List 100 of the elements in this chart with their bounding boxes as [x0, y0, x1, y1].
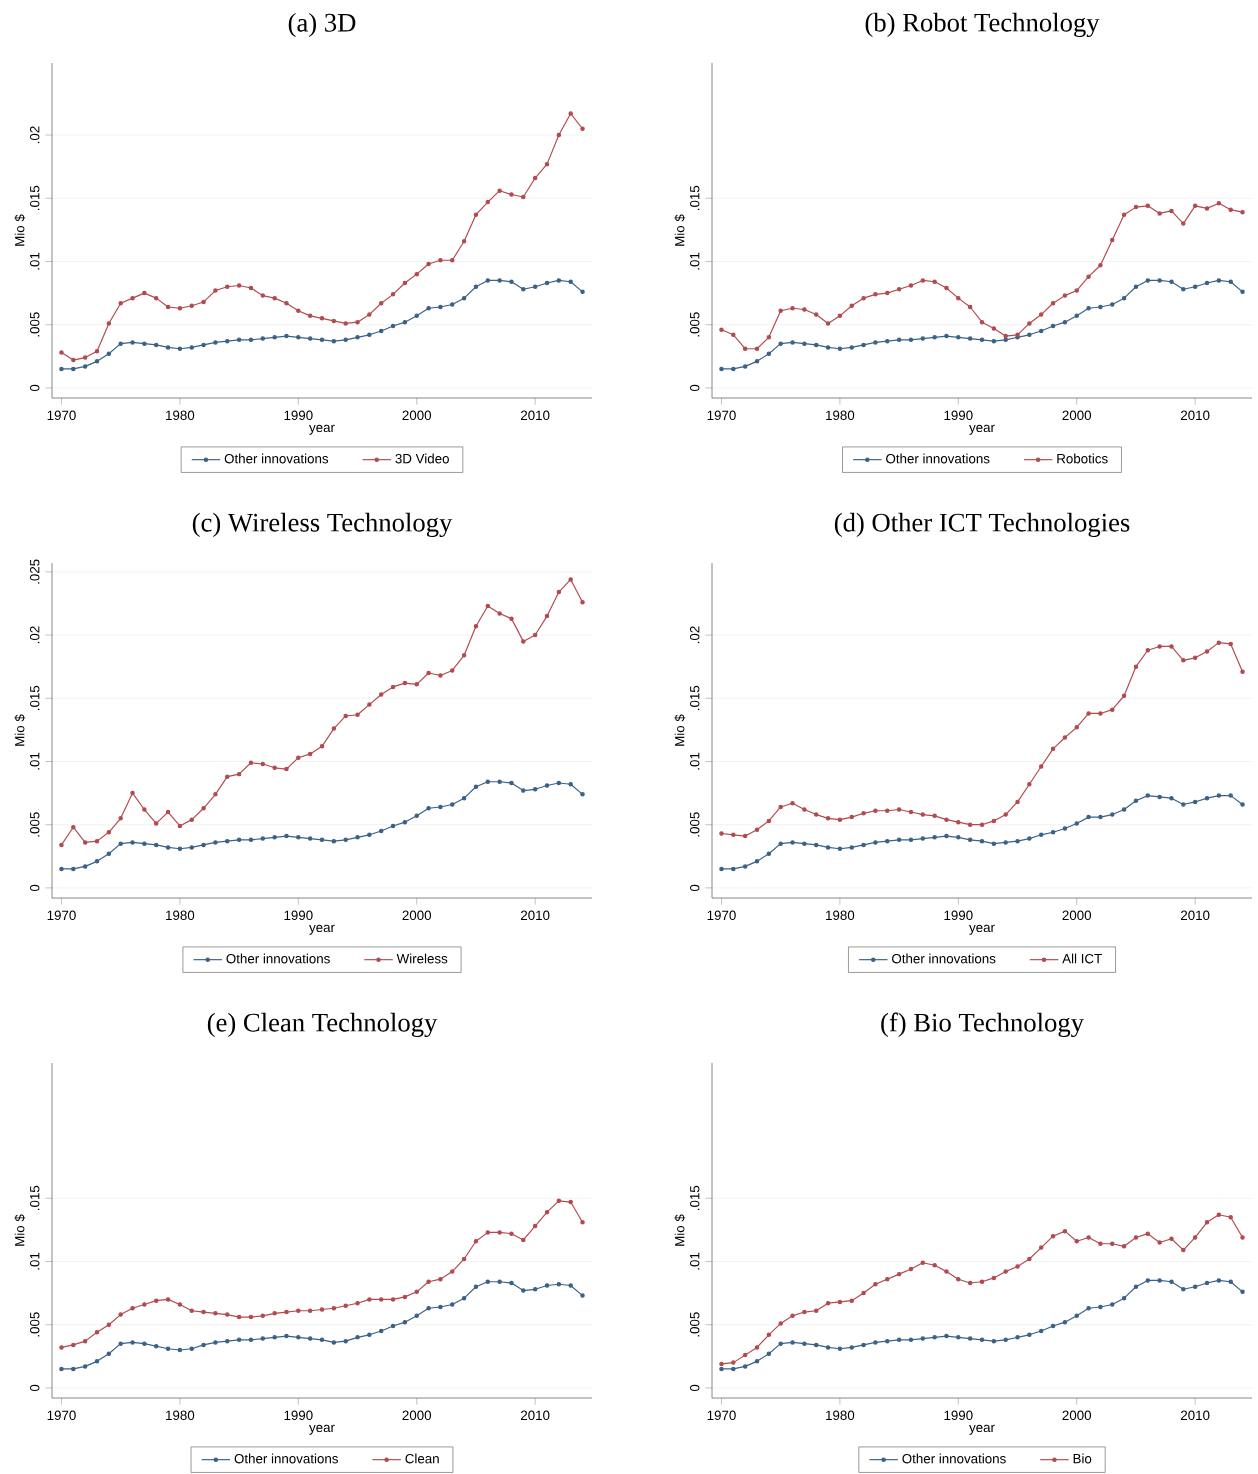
point: [813, 812, 819, 817]
point: [742, 1352, 748, 1358]
point: [580, 289, 585, 295]
chart-title: (c) Wireless Technology: [192, 512, 453, 538]
point: [509, 616, 514, 621]
point: [94, 348, 100, 354]
point: [861, 295, 866, 301]
point: [837, 1346, 843, 1351]
point: [248, 837, 254, 843]
point: [426, 306, 431, 311]
point: [1098, 304, 1103, 310]
point: [568, 1199, 573, 1205]
point: [1098, 1241, 1103, 1247]
point: [568, 577, 573, 582]
point: [284, 766, 289, 772]
point: [189, 303, 194, 308]
point: [908, 837, 914, 843]
point: [296, 835, 301, 840]
x-tick-label: 1990: [284, 910, 313, 921]
point: [837, 313, 843, 319]
point: [920, 1336, 926, 1341]
point: [742, 864, 748, 869]
point: [142, 1341, 147, 1346]
point: [1228, 279, 1233, 284]
point: [1216, 1278, 1222, 1283]
point: [991, 1275, 997, 1281]
point: [225, 774, 230, 779]
point: [944, 1269, 949, 1274]
point: [438, 257, 443, 263]
point: [201, 842, 206, 848]
point: [544, 280, 550, 286]
point: [94, 1359, 100, 1364]
y-axis-title: Mio $: [14, 214, 26, 246]
point: [1098, 1304, 1103, 1310]
x-tick-label: 2010: [521, 410, 550, 421]
point: [71, 1366, 76, 1372]
point: [284, 1309, 289, 1315]
point: [1192, 655, 1198, 661]
point: [213, 1340, 218, 1345]
point: [766, 1351, 772, 1357]
point: [355, 712, 360, 717]
point: [1110, 237, 1115, 243]
point: [260, 836, 266, 841]
point: [932, 335, 937, 340]
point: [260, 336, 266, 341]
point: [802, 807, 807, 812]
point: [177, 1302, 183, 1307]
point: [414, 682, 419, 687]
point: [766, 351, 772, 357]
point: [932, 279, 937, 284]
point: [355, 1335, 360, 1340]
point: [1240, 1289, 1245, 1295]
x-tick-label: 1970: [47, 910, 76, 921]
point: [319, 837, 325, 843]
y-tick-label: .005: [690, 312, 700, 337]
point: [461, 1295, 467, 1301]
point: [1133, 204, 1139, 210]
point: [319, 1307, 325, 1312]
point: [1228, 641, 1233, 647]
point: [367, 1332, 372, 1338]
point: [1015, 1264, 1020, 1269]
point: [130, 295, 135, 301]
point: [556, 589, 562, 595]
point: [402, 1319, 408, 1325]
point: [778, 841, 783, 846]
point: [153, 295, 159, 301]
y-tick-label: 0: [30, 384, 40, 392]
point: [731, 832, 736, 838]
point: [719, 1366, 724, 1372]
point: [1050, 746, 1056, 752]
point: [272, 835, 277, 840]
point: [272, 765, 277, 771]
point: [106, 321, 112, 326]
y-tick-label: .01: [690, 752, 700, 770]
x-tick-label: 2000: [402, 1410, 432, 1421]
point: [778, 1321, 783, 1326]
point: [343, 1303, 348, 1308]
chart-title: (d) Other ICT Technologies: [834, 512, 1130, 538]
chart-title: (a) 3D: [288, 12, 356, 38]
x-tick-label: 1990: [944, 910, 973, 921]
point: [1121, 807, 1127, 812]
point: [378, 328, 384, 334]
y-tick-label: .005: [30, 1312, 40, 1337]
point: [1169, 1236, 1174, 1241]
point: [532, 175, 538, 181]
point: [213, 1311, 218, 1316]
point: [873, 1281, 878, 1287]
point: [1133, 664, 1139, 669]
point: [390, 1323, 396, 1329]
x-tick-label: 1990: [284, 410, 313, 421]
point: [1062, 1319, 1068, 1325]
point: [1098, 814, 1103, 820]
point: [1062, 293, 1068, 298]
point: [731, 366, 736, 372]
point: [319, 337, 325, 343]
point: [556, 132, 562, 138]
point: [201, 342, 206, 348]
point: [307, 336, 313, 341]
point: [873, 840, 878, 845]
point: [1038, 832, 1044, 838]
